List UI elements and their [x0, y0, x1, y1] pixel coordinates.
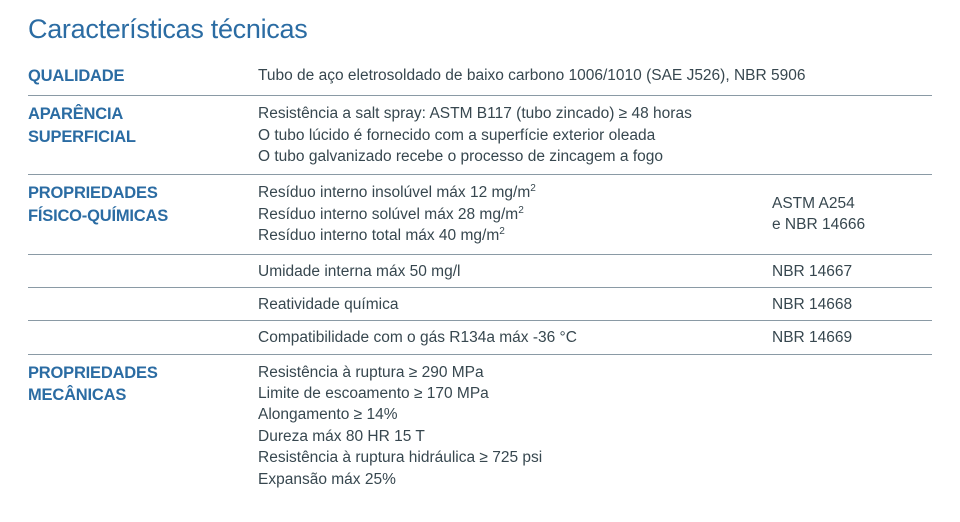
text-qualidade: Tubo de aço eletrosoldado de baixo carbo…: [258, 65, 932, 86]
row-mecanicas: PROPRIEDADES MECÂNICAS Resistência à rup…: [28, 355, 932, 490]
row-aparencia: APARÊNCIA SUPERFICIAL Resistência a salt…: [28, 96, 932, 175]
norm-nbr-14666: e NBR 14666: [772, 214, 932, 235]
aparencia-line2: O tubo lúcido é fornecido com a superfíc…: [258, 125, 932, 146]
reatividade-content: Reatividade química NBR 14668: [258, 294, 932, 315]
residuo-soluvel: Resíduo interno solúvel máx 28 mg/m2: [258, 204, 772, 225]
row-reatividade: Reatividade química NBR 14668: [28, 288, 932, 321]
label-aparencia-1: APARÊNCIA: [28, 103, 258, 125]
mec-ruptura: Resistência à ruptura ≥ 290 MPa: [258, 362, 932, 383]
aparencia-line3: O tubo galvanizado recebe o processo de …: [258, 146, 932, 167]
mec-hidraulica: Resistência à ruptura hidráulica ≥ 725 p…: [258, 447, 932, 468]
mec-dureza: Dureza máx 80 HR 15 T: [258, 426, 932, 447]
label-fisico-2: FÍSICO-QUÍMICAS: [28, 205, 258, 227]
aparencia-line1: Resistência a salt spray: ASTM B117 (tub…: [258, 103, 932, 124]
umidade-content: Umidade interna máx 50 mg/l NBR 14667: [258, 261, 932, 282]
label-mecanicas-1: PROPRIEDADES: [28, 362, 258, 384]
spec-table: QUALIDADE Tubo de aço eletrosoldado de b…: [28, 65, 932, 490]
compat-content: Compatibilidade com o gás R134a máx -36 …: [258, 327, 932, 348]
row-qualidade: QUALIDADE Tubo de aço eletrosoldado de b…: [28, 65, 932, 96]
row-fisico-residuos: PROPRIEDADES FÍSICO-QUÍMICAS Resíduo int…: [28, 175, 932, 254]
compat-text: Compatibilidade com o gás R134a máx -36 …: [258, 327, 772, 348]
mecanicas-lines: Resistência à ruptura ≥ 290 MPa Limite d…: [258, 362, 932, 490]
row-compat: Compatibilidade com o gás R134a máx -36 …: [28, 321, 932, 354]
text-aparencia: Resistência a salt spray: ASTM B117 (tub…: [258, 103, 932, 167]
label-qualidade: QUALIDADE: [28, 65, 258, 87]
mec-expansao: Expansão máx 25%: [258, 469, 932, 490]
label-mecanicas: PROPRIEDADES MECÂNICAS: [28, 362, 258, 407]
residuo-total: Resíduo interno total máx 40 mg/m2: [258, 225, 772, 246]
reatividade-text: Reatividade química: [258, 294, 772, 315]
norm-nbr-14668: NBR 14668: [772, 294, 932, 315]
label-mecanicas-2: MECÂNICAS: [28, 384, 258, 406]
label-fisico: PROPRIEDADES FÍSICO-QUÍMICAS: [28, 182, 258, 227]
norm-astm-a254: ASTM A254: [772, 193, 932, 214]
norm-nbr-14667: NBR 14667: [772, 261, 932, 282]
umidade-text: Umidade interna máx 50 mg/l: [258, 261, 772, 282]
row-umidade: Umidade interna máx 50 mg/l NBR 14667: [28, 255, 932, 288]
fisico-group1-lines: Resíduo interno insolúvel máx 12 mg/m2 R…: [258, 182, 772, 246]
page-title: Características técnicas: [28, 14, 932, 45]
fisico-group1-norms: ASTM A254 e NBR 14666: [772, 193, 932, 236]
mec-escoamento: Limite de escoamento ≥ 170 MPa: [258, 383, 932, 404]
residuo-insoluvel: Resíduo interno insolúvel máx 12 mg/m2: [258, 182, 772, 203]
label-fisico-1: PROPRIEDADES: [28, 182, 258, 204]
label-aparencia: APARÊNCIA SUPERFICIAL: [28, 103, 258, 148]
mec-alongamento: Alongamento ≥ 14%: [258, 404, 932, 425]
fisico-group1: Resíduo interno insolúvel máx 12 mg/m2 R…: [258, 182, 932, 246]
norm-nbr-14669: NBR 14669: [772, 327, 932, 348]
label-aparencia-2: SUPERFICIAL: [28, 126, 258, 148]
